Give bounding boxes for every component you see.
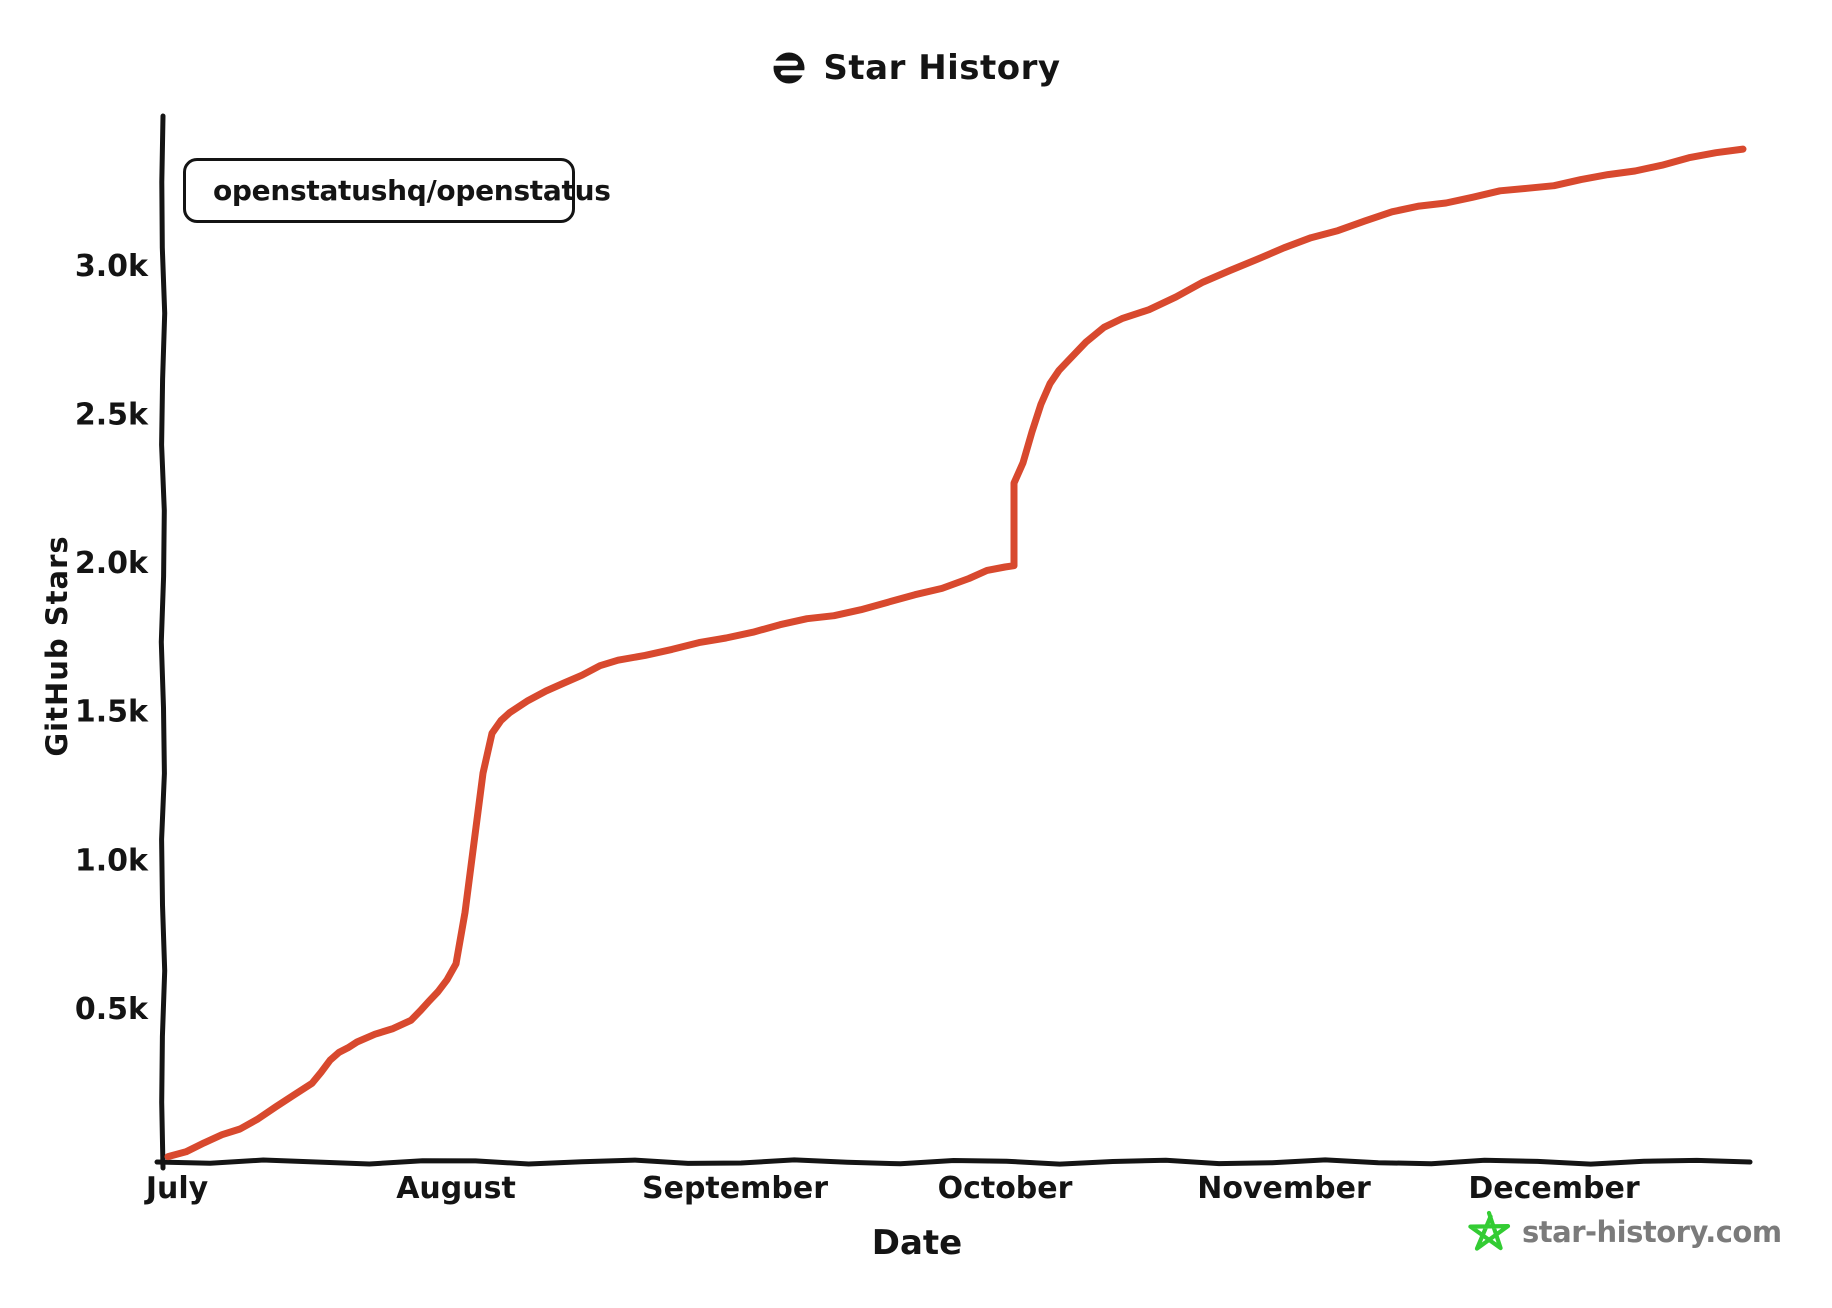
x-axis-title: Date (871, 1223, 963, 1263)
x-tick-label-july: July (144, 1171, 209, 1206)
y-tick-label-1.0k: 1.0k (75, 843, 149, 878)
y-tick-label-0.5k: 0.5k (75, 992, 149, 1027)
star-history-logo-icon (771, 52, 808, 84)
watermark: star-history.com (1466, 1208, 1782, 1256)
x-tick-label-august: August (396, 1171, 516, 1206)
legend: openstatushq/openstatus (183, 158, 611, 223)
x-tick-label-november: November (1197, 1171, 1371, 1206)
watermark-text: star-history.com (1522, 1215, 1782, 1249)
y-tick-label-3.0k: 3.0k (75, 249, 149, 284)
legend-series-label: openstatushq/openstatus (213, 174, 611, 207)
x-tick-label-october: October (938, 1171, 1073, 1206)
x-axis-line (154, 1157, 1753, 1167)
x-tick-label-september: September (642, 1171, 828, 1206)
chart-header: Star History (0, 48, 1832, 88)
y-tick-label-1.5k: 1.5k (75, 695, 149, 730)
x-tick-label-december: December (1468, 1171, 1639, 1206)
chart-title: Star History (823, 48, 1061, 88)
y-tick-label-2.5k: 2.5k (75, 397, 149, 432)
y-tick-label-2.0k: 2.0k (75, 546, 149, 581)
y-axis-line (158, 113, 168, 1171)
star-icon (1468, 1210, 1511, 1251)
series-line-openstatushq-openstatus (164, 145, 1747, 1161)
y-axis-title: GitHub Stars (40, 535, 74, 757)
